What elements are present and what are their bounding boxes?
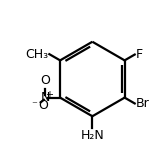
Text: N: N bbox=[41, 91, 50, 104]
Text: F: F bbox=[135, 48, 143, 61]
Text: O: O bbox=[38, 99, 48, 112]
Text: H₂N: H₂N bbox=[81, 129, 104, 142]
Text: CH₃: CH₃ bbox=[25, 48, 49, 61]
Text: ⁻: ⁻ bbox=[31, 100, 37, 110]
Text: +: + bbox=[45, 90, 53, 100]
Text: Br: Br bbox=[135, 97, 149, 110]
Text: O: O bbox=[40, 74, 50, 87]
